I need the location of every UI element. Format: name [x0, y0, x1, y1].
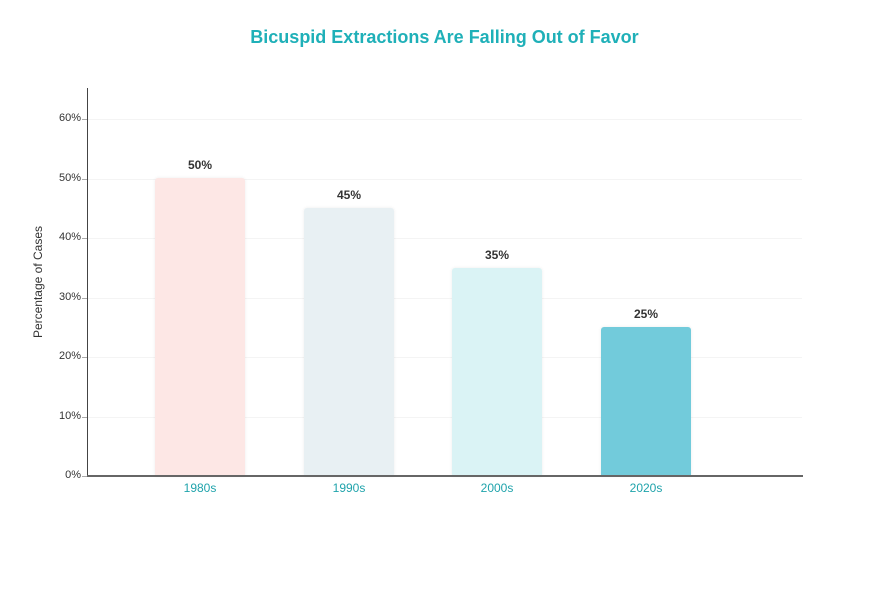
chart-title: Bicuspid Extractions Are Falling Out of … [250, 27, 639, 47]
x-axis-line [87, 475, 803, 477]
gridline [88, 298, 802, 299]
gridline [88, 357, 802, 358]
y-tick-mark [82, 417, 87, 418]
y-tick-mark [82, 298, 87, 299]
bar-1990s [304, 208, 394, 476]
y-tick-label: 10% [58, 410, 81, 422]
x-tick-label: 1990s [332, 481, 366, 495]
x-tick-label: 2000s [480, 481, 514, 495]
bar-1980s [155, 178, 245, 476]
value-label: 25% [633, 307, 659, 321]
y-tick-label: 50% [58, 172, 81, 184]
y-axis-line [87, 88, 88, 477]
y-tick-label: 0% [65, 469, 81, 481]
value-label: 45% [336, 188, 362, 202]
x-tick-label: 2020s [629, 481, 663, 495]
y-tick-label: 20% [58, 350, 81, 362]
y-tick-label: 30% [58, 291, 81, 303]
y-tick-mark [82, 119, 87, 120]
value-label: 50% [187, 158, 213, 172]
y-tick-mark [82, 357, 87, 358]
bar-2000s [452, 268, 542, 476]
x-tick-label: 1980s [183, 481, 217, 495]
gridline [88, 179, 802, 180]
gridline [88, 417, 802, 418]
y-tick-label: 60% [58, 112, 81, 124]
bar-2020s [601, 327, 691, 476]
y-tick-mark [82, 179, 87, 180]
y-tick-label: 40% [58, 231, 81, 243]
value-label: 35% [484, 248, 510, 262]
gridline [88, 119, 802, 120]
y-tick-mark [82, 238, 87, 239]
gridline [88, 238, 802, 239]
y-tick-mark [82, 476, 87, 477]
